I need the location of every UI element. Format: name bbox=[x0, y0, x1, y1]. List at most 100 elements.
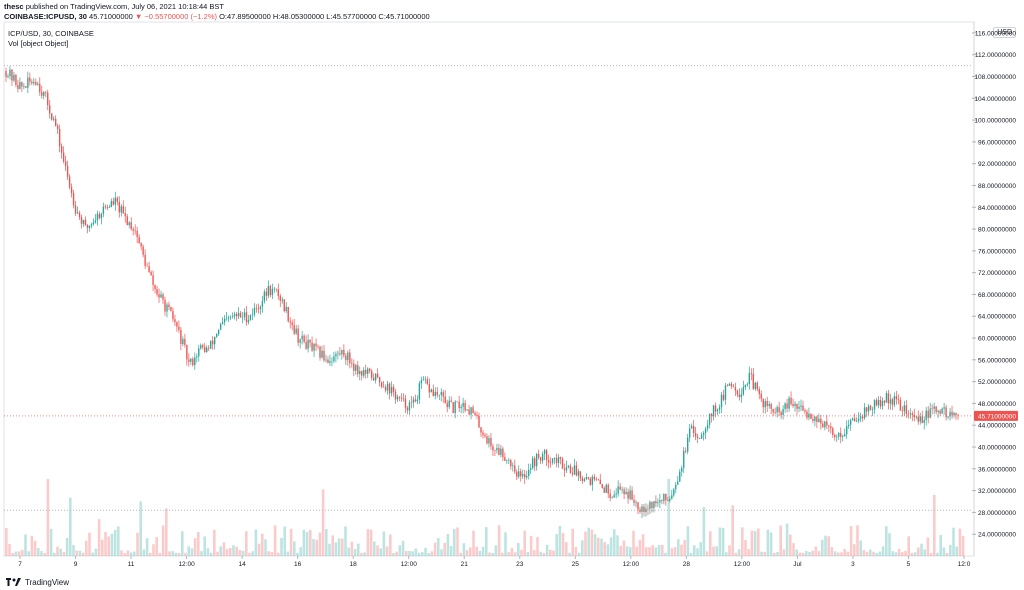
candle-body bbox=[760, 393, 762, 399]
candle-body bbox=[386, 383, 389, 391]
last-price-text: 45.71000000 bbox=[89, 12, 133, 21]
candle-body bbox=[555, 458, 558, 463]
candle-body bbox=[52, 118, 55, 120]
candle-body bbox=[233, 314, 236, 317]
candle-body bbox=[718, 407, 721, 410]
candle-body bbox=[808, 413, 810, 418]
volume-bar bbox=[942, 547, 946, 556]
candle-body bbox=[210, 340, 212, 349]
candle-body bbox=[80, 217, 83, 224]
volume-bar bbox=[779, 525, 782, 556]
candle-body bbox=[202, 345, 204, 348]
candle-body bbox=[315, 343, 317, 347]
candle-body bbox=[480, 427, 482, 433]
y-tick-label: 88.00000000 bbox=[978, 183, 1016, 190]
publisher[interactable]: thesc bbox=[4, 2, 24, 11]
volume-bar bbox=[177, 552, 181, 556]
candle-body bbox=[285, 306, 287, 312]
candle-body bbox=[863, 407, 866, 419]
candle-body bbox=[277, 289, 279, 296]
volume-bar bbox=[632, 530, 635, 556]
candle-body bbox=[110, 201, 113, 208]
candle-body bbox=[609, 493, 611, 499]
candle-body bbox=[275, 288, 277, 290]
y-tick-label: 68.00000000 bbox=[978, 292, 1016, 299]
candle-body bbox=[665, 493, 667, 501]
candle-body bbox=[617, 486, 619, 494]
volume-bar bbox=[920, 543, 923, 556]
candle-body bbox=[70, 187, 73, 194]
volume-bar bbox=[952, 527, 955, 556]
volume-bar bbox=[107, 536, 110, 556]
candle-body bbox=[901, 410, 904, 412]
candle-body bbox=[559, 457, 562, 459]
volume-bar bbox=[133, 551, 136, 556]
volume-bar bbox=[392, 552, 395, 556]
volume-legend[interactable]: Vol [object Object] bbox=[8, 39, 69, 48]
candle-body bbox=[267, 286, 270, 296]
volume-bar bbox=[558, 525, 562, 556]
ohlc-text: O:47.89500000 H:48.05300000 L:45.5770000… bbox=[219, 12, 430, 21]
candle-body bbox=[494, 450, 496, 451]
candle-body bbox=[490, 438, 492, 447]
candle-body bbox=[784, 403, 786, 410]
candle-body bbox=[104, 206, 107, 208]
candle-body bbox=[452, 402, 454, 414]
symbol-line: COINBASE:ICPUSD, 30 bbox=[4, 12, 87, 21]
candle-body bbox=[426, 379, 429, 385]
candle-body bbox=[118, 201, 120, 213]
candle-body bbox=[877, 399, 880, 406]
candle-body bbox=[54, 118, 57, 126]
volume-bar bbox=[680, 544, 683, 556]
x-tick-label: 16 bbox=[294, 561, 302, 568]
volume-bar bbox=[475, 546, 478, 556]
candle-body bbox=[573, 465, 576, 475]
candle-body bbox=[474, 413, 476, 415]
candle-body bbox=[291, 322, 293, 326]
candle-body bbox=[698, 437, 701, 439]
candle-body bbox=[186, 345, 188, 360]
candle-body bbox=[372, 377, 375, 381]
candle-body bbox=[9, 69, 11, 77]
candle-body bbox=[432, 389, 435, 397]
volume-bar bbox=[747, 549, 750, 556]
candle-body bbox=[92, 222, 95, 225]
candle-body bbox=[154, 284, 156, 290]
candle-body bbox=[669, 498, 671, 501]
volume-bar bbox=[382, 531, 386, 556]
candle-body bbox=[655, 501, 657, 504]
candle-body bbox=[627, 491, 629, 499]
volume-bar bbox=[958, 528, 962, 556]
volume-bar bbox=[75, 550, 78, 556]
candle-body bbox=[349, 352, 351, 364]
volume-bar bbox=[408, 551, 411, 556]
candle-body bbox=[826, 421, 828, 426]
volume-bar bbox=[539, 551, 542, 556]
candle-body bbox=[897, 399, 900, 400]
volume-bar bbox=[821, 539, 824, 556]
candle-body bbox=[343, 349, 345, 356]
volume-bar bbox=[97, 519, 101, 556]
candle-body bbox=[235, 314, 238, 317]
candle-body bbox=[889, 399, 892, 404]
x-tick-label: 11 bbox=[128, 561, 135, 568]
candle-body bbox=[492, 446, 494, 451]
candle-body bbox=[82, 219, 85, 224]
candle-body bbox=[120, 206, 122, 213]
footer-brand[interactable]: TradingView bbox=[6, 577, 69, 587]
volume-bar bbox=[907, 536, 910, 556]
volume-bar bbox=[120, 550, 123, 556]
candle-body bbox=[136, 230, 138, 238]
candle-body bbox=[601, 484, 603, 488]
legend-title[interactable]: ICP/USD, 30, COINBASE bbox=[8, 29, 94, 38]
candle-body bbox=[144, 254, 146, 266]
volume-bar bbox=[635, 546, 638, 556]
currency-button[interactable]: USD bbox=[993, 27, 1016, 38]
volume-bar bbox=[849, 526, 853, 556]
volume-bar bbox=[357, 543, 360, 556]
volume-bar bbox=[446, 533, 450, 556]
price-chart[interactable]: 116.00000000 112.00000000 108.00000000 104.… bbox=[0, 0, 1024, 570]
candle-body bbox=[772, 408, 774, 413]
candle-body bbox=[762, 398, 764, 408]
candle-body bbox=[774, 412, 776, 413]
